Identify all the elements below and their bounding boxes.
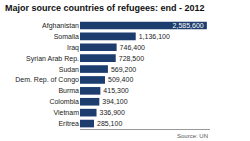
svg-text:Syrian Arab Rep.: Syrian Arab Rep.	[26, 55, 79, 63]
svg-text:1,136,100: 1,136,100	[139, 33, 170, 40]
svg-text:Eritrea: Eritrea	[58, 120, 79, 127]
svg-text:Sudan: Sudan	[59, 66, 79, 73]
svg-text:746,400: 746,400	[120, 44, 145, 51]
svg-text:Source: UN: Source: UN	[177, 133, 208, 139]
svg-text:394,100: 394,100	[102, 98, 127, 105]
svg-text:Vietnam: Vietnam	[53, 109, 79, 116]
svg-text:728,500: 728,500	[119, 55, 144, 62]
svg-text:415,300: 415,300	[103, 87, 128, 94]
svg-text:Burma: Burma	[58, 87, 79, 94]
svg-text:Dem. Rep. of Congo: Dem. Rep. of Congo	[15, 76, 79, 84]
svg-text:336,900: 336,900	[100, 109, 125, 116]
svg-text:Iraq: Iraq	[67, 44, 79, 52]
svg-text:569,200: 569,200	[111, 66, 136, 73]
svg-text:509,400: 509,400	[108, 76, 133, 83]
svg-text:Somalia: Somalia	[54, 33, 79, 40]
svg-text:Major source countries of refu: Major source countries of refugees: end …	[5, 3, 205, 13]
svg-text:2,585,600: 2,585,600	[173, 22, 204, 29]
svg-text:Colombia: Colombia	[49, 98, 79, 105]
svg-text:Afghanistan: Afghanistan	[42, 22, 79, 30]
svg-text:285,100: 285,100	[97, 120, 122, 127]
